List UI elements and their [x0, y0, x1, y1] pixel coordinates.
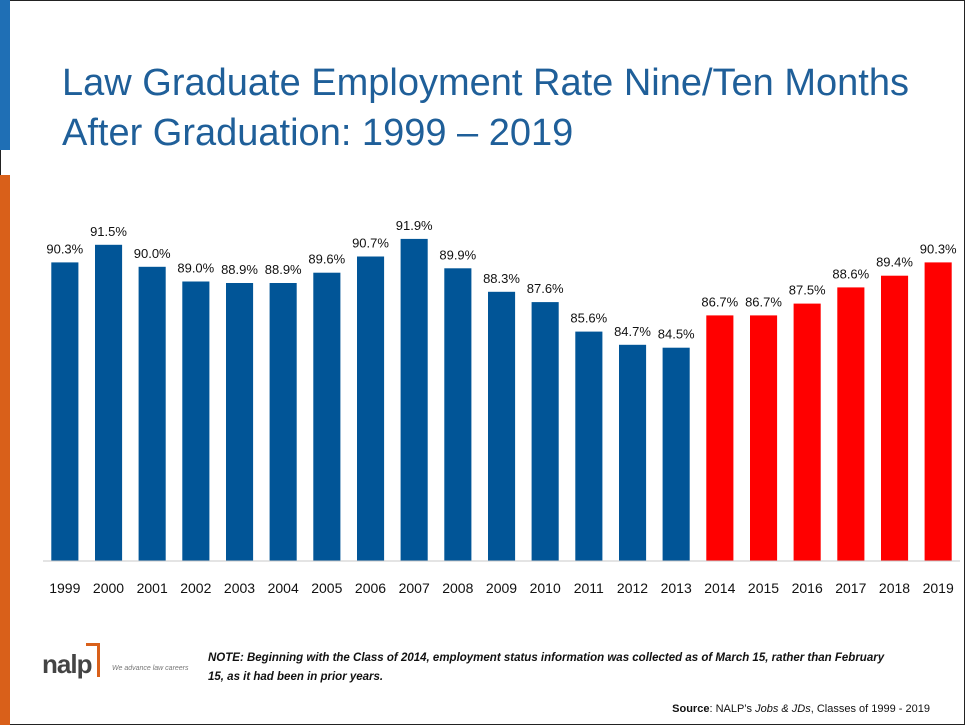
data-label-2018: 89.4%: [876, 255, 913, 270]
bar-2015: [750, 315, 778, 561]
x-tick-2015: 2015: [748, 580, 779, 596]
x-tick-2004: 2004: [268, 580, 299, 596]
bar-2006: [357, 256, 385, 561]
data-label-2011: 85.6%: [570, 311, 607, 326]
data-label-2003: 88.9%: [221, 262, 258, 277]
data-label-2008: 89.9%: [439, 247, 476, 262]
x-tick-2016: 2016: [792, 580, 823, 596]
data-label-2002: 89.0%: [177, 261, 214, 276]
employment-rate-bar-chart: 90.3% 91.5% 90.0% 89.0% 88.9% 88.9% 89.6% 90.7%…: [43, 218, 960, 596]
x-tick-2005: 2005: [311, 580, 342, 596]
chart-x-tick-labels: 1999 2000 2001 2002 2003 2004 2005 2006 2007 2008…: [49, 580, 954, 596]
data-label-2000: 91.5%: [90, 224, 127, 239]
bar-1999: [51, 262, 79, 561]
source-publication: Jobs & JDs: [755, 703, 811, 715]
logo-tagline: We advance law careers: [112, 665, 189, 672]
data-label-2013: 84.5%: [658, 327, 695, 342]
bar-2004: [269, 283, 297, 561]
bar-2014: [706, 315, 734, 561]
x-tick-2001: 2001: [137, 580, 168, 596]
x-tick-2012: 2012: [617, 580, 648, 596]
chart-bars: [51, 238, 952, 562]
x-tick-2019: 2019: [923, 580, 954, 596]
bar-2005: [313, 272, 341, 561]
data-label-2006: 90.7%: [352, 236, 389, 251]
x-tick-2008: 2008: [442, 580, 473, 596]
blue-accent-bar: [0, 0, 10, 150]
data-label-2001: 90.0%: [134, 246, 171, 261]
chart-data-labels: 90.3% 91.5% 90.0% 89.0% 88.9% 88.9% 89.6% 90.7%…: [46, 218, 957, 342]
x-tick-1999: 1999: [49, 580, 80, 596]
data-label-2014: 86.7%: [701, 294, 738, 309]
data-label-2007: 91.9%: [396, 218, 433, 233]
x-tick-2009: 2009: [486, 580, 517, 596]
x-tick-2017: 2017: [835, 580, 866, 596]
source-text-before: : NALP’s: [709, 703, 756, 715]
bar-2003: [226, 283, 254, 561]
source-text-after: , Classes of 1999 - 2019: [810, 703, 930, 715]
bar-2012: [619, 344, 647, 561]
orange-accent-bar: [0, 175, 10, 725]
data-label-2009: 88.3%: [483, 271, 520, 286]
data-label-1999: 90.3%: [46, 241, 83, 256]
data-label-2017: 88.6%: [832, 266, 869, 281]
x-tick-2014: 2014: [704, 580, 735, 596]
slide-title: Law Graduate Employment Rate Nine/Ten Mo…: [62, 62, 909, 154]
x-tick-2018: 2018: [879, 580, 910, 596]
data-label-2010: 87.6%: [527, 281, 564, 296]
bar-2017: [837, 287, 865, 561]
bar-2009: [488, 291, 516, 561]
bar-2000: [95, 244, 123, 562]
source-label: Source: [672, 703, 710, 715]
bar-2002: [182, 281, 210, 561]
bar-2010: [531, 302, 559, 561]
bar-2011: [575, 331, 603, 561]
bar-2016: [793, 303, 821, 561]
bar-2019: [924, 262, 952, 561]
data-label-2012: 84.7%: [614, 324, 651, 339]
bar-2001: [138, 266, 166, 561]
bar-2018: [881, 275, 909, 561]
x-tick-2010: 2010: [530, 580, 561, 596]
x-tick-2013: 2013: [661, 580, 692, 596]
data-label-2016: 87.5%: [789, 283, 826, 298]
x-tick-2002: 2002: [180, 580, 211, 596]
methodology-note: NOTE: Beginning with the Class of 2014, …: [208, 652, 885, 683]
source-citation: Source: NALP’s Jobs & JDs, Classes of 19…: [672, 703, 930, 715]
bar-2008: [444, 268, 472, 561]
x-tick-2000: 2000: [93, 580, 124, 596]
data-label-2019: 90.3%: [920, 241, 957, 256]
nalp-logo: nalp We advance law careers: [42, 643, 212, 683]
logo-mark-icon: [86, 643, 100, 677]
x-tick-2006: 2006: [355, 580, 386, 596]
x-tick-2007: 2007: [399, 580, 430, 596]
x-tick-2011: 2011: [574, 580, 604, 596]
logo-wordmark: nalp: [42, 649, 92, 679]
data-label-2004: 88.9%: [265, 262, 302, 277]
bar-2007: [400, 238, 428, 561]
bar-2013: [662, 347, 690, 561]
data-label-2005: 89.6%: [308, 252, 345, 267]
x-tick-2003: 2003: [224, 580, 255, 596]
data-label-2015: 86.7%: [745, 294, 782, 309]
